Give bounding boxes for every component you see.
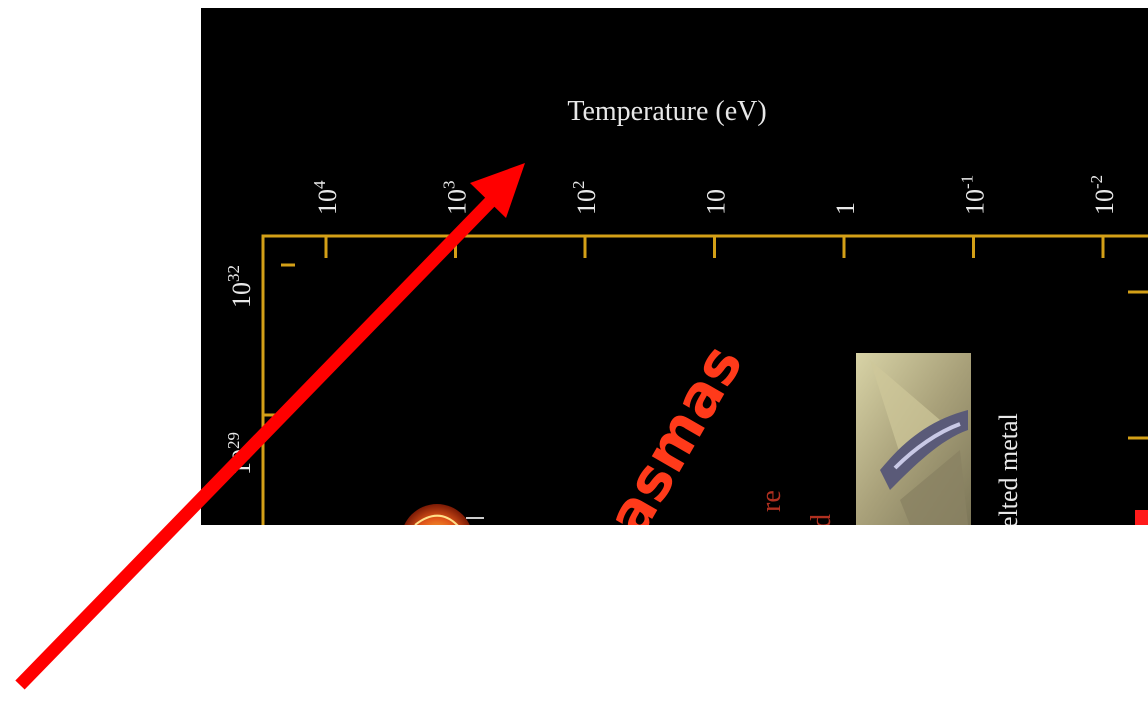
x-axis-title: Temperature (eV): [567, 96, 766, 127]
molten-metal-photo: [856, 353, 971, 525]
x-tick-label: 10-1: [958, 175, 990, 215]
fireball-image: [404, 504, 484, 525]
x-tick-label-text: 10: [702, 189, 731, 215]
x-tick-label: 10-2: [1087, 175, 1119, 215]
x-tick-label-text: 104: [310, 180, 342, 215]
x-tick-label: 103: [440, 181, 472, 216]
x-tick-label: 1: [831, 202, 860, 215]
plot-background: [201, 8, 1148, 525]
x-tick-label-text: 10-2: [1087, 175, 1119, 215]
x-tick-label-text: 1: [831, 202, 860, 215]
x-tick-label-text: 102: [569, 181, 601, 216]
red-arrow: [15, 163, 525, 690]
y-tick-label: 6: [224, 597, 243, 606]
red-edge-mark: [1135, 510, 1148, 525]
faint-label-re: re: [756, 490, 787, 512]
melted-metal-label: elted metal: [994, 413, 1023, 528]
faint-label-d: d: [806, 514, 837, 528]
x-tick-marks: [324, 236, 1105, 258]
x-tick-label: 102: [569, 181, 601, 216]
x-tick-label-text: 10-1: [958, 175, 990, 215]
y-tick-label-text: 6: [224, 597, 243, 606]
x-tick-label: 10: [702, 189, 731, 215]
y-tick-label: 1032: [224, 265, 256, 308]
y-tick-label-text: 1032: [224, 265, 256, 308]
x-tick-label: 104: [310, 180, 342, 215]
x-tick-label-text: 103: [440, 181, 472, 216]
